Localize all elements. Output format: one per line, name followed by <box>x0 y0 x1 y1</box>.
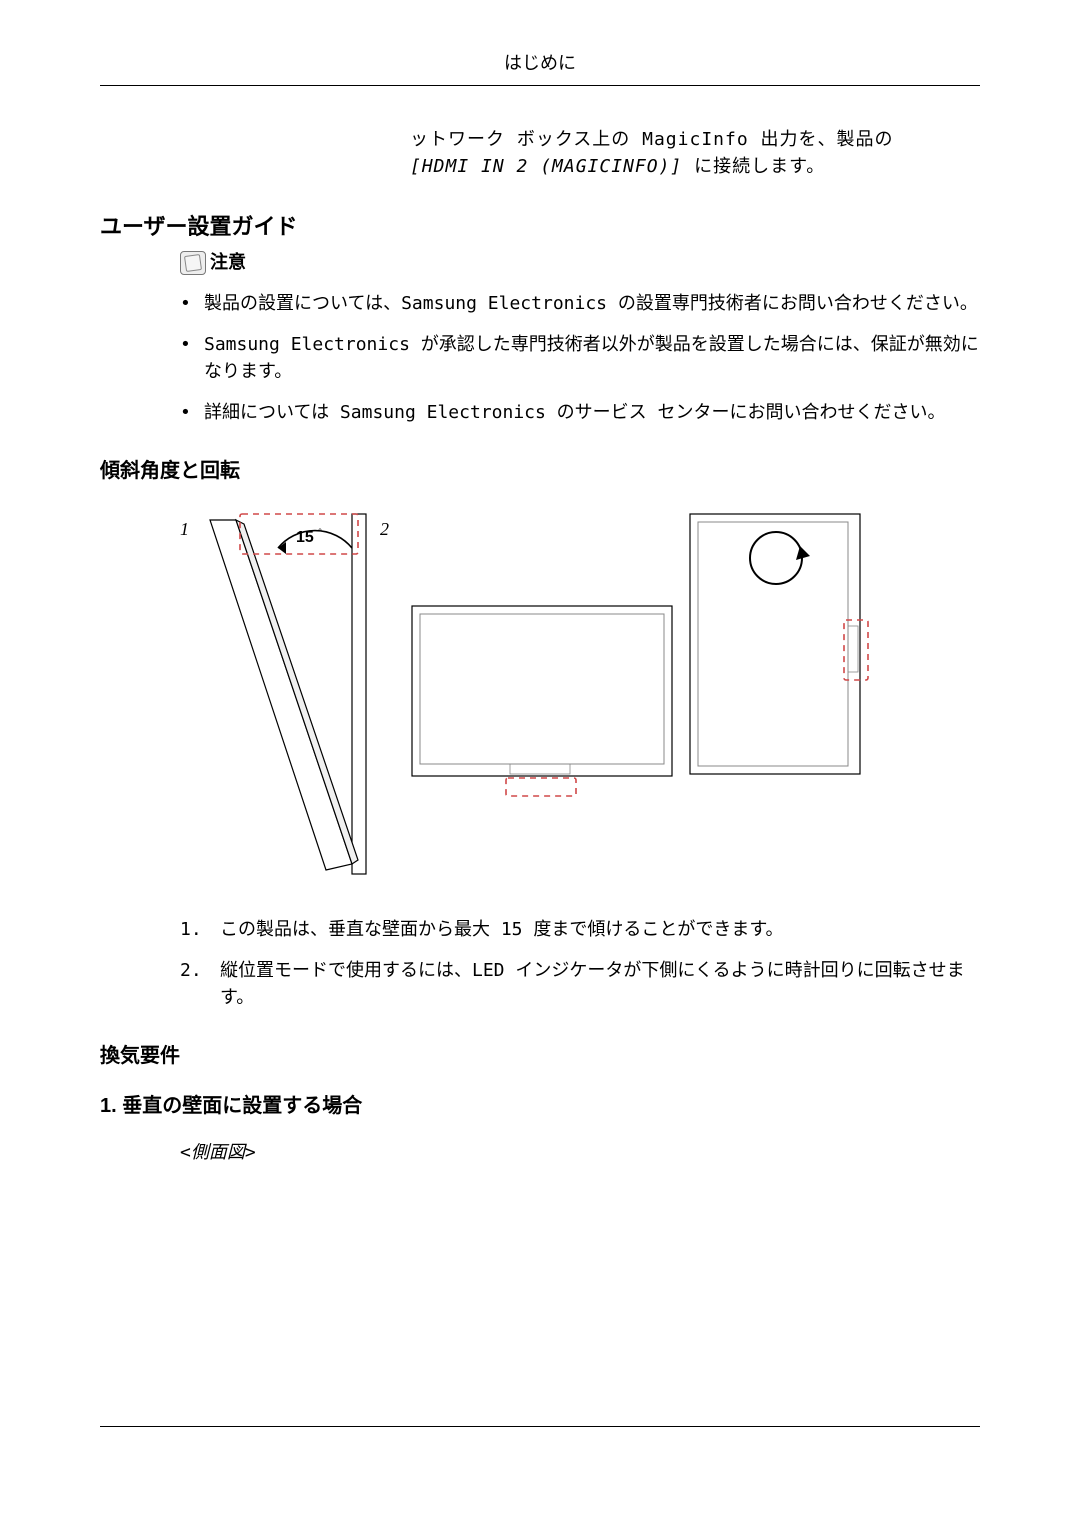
tilt-diagram: 1 2 15 ° <box>180 506 880 886</box>
note-row: 注意 <box>180 249 980 276</box>
tilt-diagram-svg: 15 ° <box>180 506 880 886</box>
footer-rule <box>100 1426 980 1427</box>
user-install-guide-heading: ユーザー設置ガイド <box>100 210 980 243</box>
diagram-label-1: 1 <box>180 516 189 543</box>
guide-bullet-item: 製品の設置については、Samsung Electronics の設置専門技術者に… <box>180 290 980 317</box>
tilt-list-item: この製品は、垂直な壁面から最大 15 度まで傾けることができます。 <box>180 916 980 943</box>
intro-line2-rest: に接続します。 <box>682 156 825 177</box>
tilt-numbered-list: この製品は、垂直な壁面から最大 15 度まで傾けることができます。 縦位置モード… <box>180 916 980 1011</box>
note-label: 注意 <box>210 249 246 276</box>
svg-text:°: ° <box>318 528 322 539</box>
tilt-list-item: 縦位置モードで使用するには、LED インジケータが下側にくるように時計回りに回転… <box>180 957 980 1011</box>
guide-bullet-item: 詳細については Samsung Electronics のサービス センターにお… <box>180 399 980 426</box>
ventilation-subheading: 1. 垂直の壁面に設置する場合 <box>100 1091 980 1121</box>
page-header-title: はじめに <box>100 50 980 86</box>
angle-text: 15 <box>296 529 314 546</box>
note-icon <box>180 251 206 275</box>
intro-paragraph: ットワーク ボックス上の MagicInfo 出力を、製品の [HDMI IN … <box>410 126 980 180</box>
guide-bullet-item: Samsung Electronics が承認した専門技術者以外が製品を設置した… <box>180 331 980 385</box>
diagram-label-2: 2 <box>380 516 389 543</box>
guide-bullet-list: 製品の設置については、Samsung Electronics の設置専門技術者に… <box>180 290 980 426</box>
intro-line2-italic: [HDMI IN 2 (MAGICINFO)] <box>410 156 682 177</box>
ventilation-heading: 換気要件 <box>100 1041 980 1071</box>
side-view-label: <側面図> <box>180 1139 980 1166</box>
intro-line1: ットワーク ボックス上の MagicInfo 出力を、製品の <box>410 129 894 150</box>
tilt-rotation-heading: 傾斜角度と回転 <box>100 456 980 486</box>
